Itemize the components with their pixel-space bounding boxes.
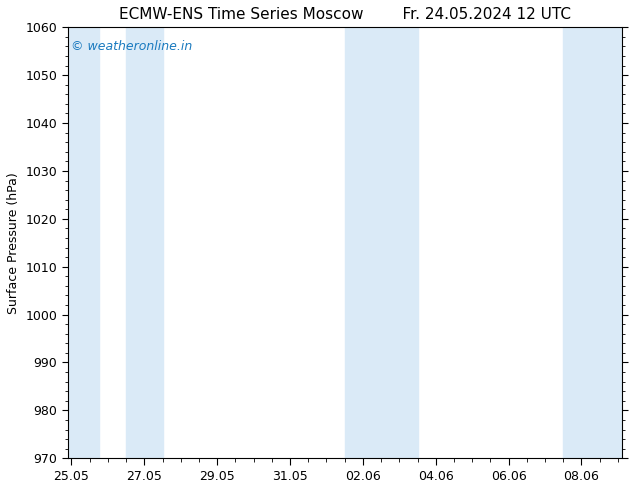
Bar (68, 27, 99, 458)
Text: © weatheronline.in: © weatheronline.in (70, 40, 192, 53)
Y-axis label: Surface Pressure (hPa): Surface Pressure (hPa) (7, 172, 20, 314)
Bar (563, 27, 621, 458)
Bar (126, 27, 162, 458)
Title: ECMW-ENS Time Series Moscow        Fr. 24.05.2024 12 UTC: ECMW-ENS Time Series Moscow Fr. 24.05.20… (119, 7, 571, 22)
Bar (345, 27, 418, 458)
